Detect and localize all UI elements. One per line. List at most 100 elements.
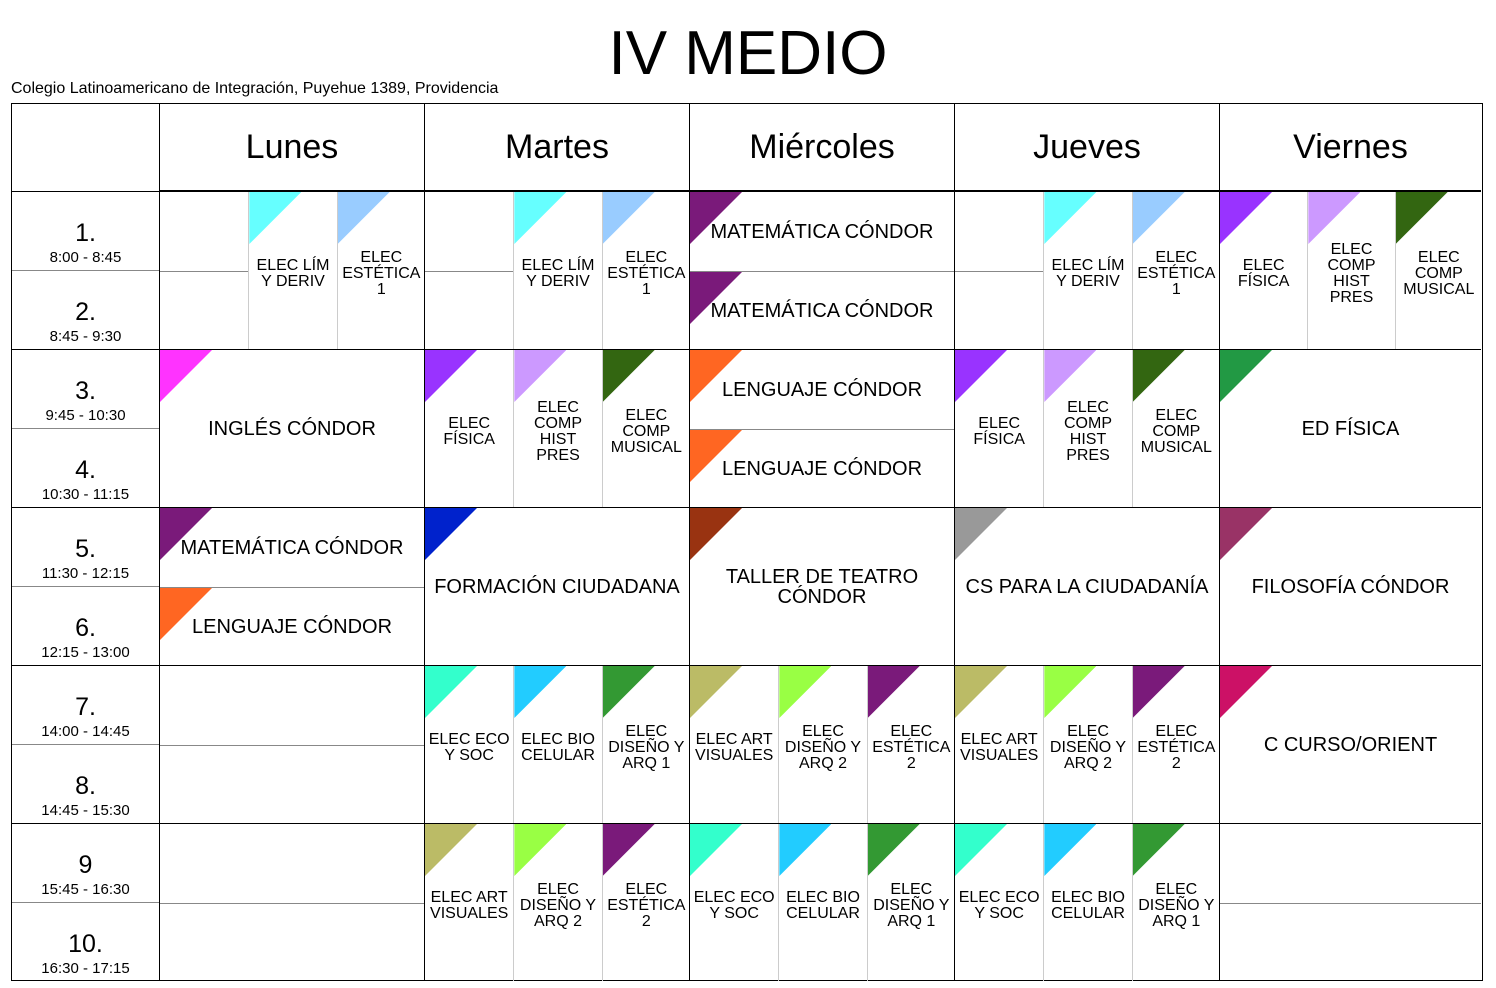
period-time: 15:45 - 16:30	[41, 881, 130, 898]
color-tag	[1132, 824, 1185, 876]
class-label: ELEC DISEÑO Y ARQ 1	[608, 722, 685, 772]
class-label: ELEC LÍM Y DERIV	[1051, 256, 1125, 290]
class-label: ELEC ECO Y SOC	[693, 888, 775, 922]
slot: ELEC ART VISUALES ELEC DISEÑO Y ARQ 2 ELEC…	[954, 665, 1219, 823]
class-label: ELEC COMP HIST PRES	[533, 398, 582, 464]
class-cell: ELEC LÍM Y DERIV	[1043, 192, 1131, 349]
color-tag	[1044, 666, 1097, 718]
class-cell: FILOSOFÍA CÓNDOR	[1220, 508, 1481, 665]
class-cell: MATEMÁTICA CÓNDOR	[690, 271, 954, 350]
timetable: 1. 8:00 - 8:45 2. 8:45 - 9:30 3. 9:45 - 10:30…	[11, 103, 1483, 981]
class-label: ELEC COMP MUSICAL	[610, 406, 682, 456]
class-cell: ELEC BIO CELULAR	[778, 824, 866, 981]
period-time: 10:30 - 11:15	[41, 486, 130, 503]
class-cell: ELEC ECO Y SOC	[690, 824, 778, 981]
class-label: MATEMÁTICA CÓNDOR	[180, 536, 404, 559]
color-tag	[779, 824, 832, 876]
class-cell: ELEC DISEÑO Y ARQ 1	[866, 824, 955, 981]
class-cell: ELEC DISEÑO Y ARQ 1	[601, 666, 690, 823]
day-header: Viernes	[1219, 104, 1481, 191]
slot: LENGUAJE CÓNDOR LENGUAJE CÓNDOR	[689, 349, 954, 507]
class-cell: ELEC BIO CELULAR	[513, 666, 601, 823]
period-number: 5.	[75, 535, 96, 563]
class-cell: INGLÉS CÓNDOR	[160, 350, 424, 507]
class-label: ELEC ART VISUALES	[695, 730, 774, 764]
period: 9 15:45 - 16:30	[12, 823, 159, 902]
color-tag	[602, 824, 655, 876]
class-cell: ELEC FÍSICA	[955, 350, 1043, 507]
class-label: LENGUAJE CÓNDOR	[721, 378, 923, 401]
class-label: ELEC ART VISUALES	[430, 888, 509, 922]
class-label: ELEC COMP MUSICAL	[1403, 248, 1475, 298]
class-cell: ELEC COMP MUSICAL	[1394, 192, 1482, 349]
class-cell	[1220, 824, 1481, 903]
color-tag	[1132, 666, 1185, 718]
title: IV MEDIO	[608, 19, 888, 88]
day-header: Miércoles	[689, 104, 954, 191]
period-number: 10.	[68, 930, 103, 958]
color-tag	[955, 350, 1007, 402]
class-label: ELEC ESTÉTICA 1	[1137, 248, 1216, 298]
color-tag	[1220, 350, 1272, 402]
class-cell: ELEC FÍSICA	[425, 350, 513, 507]
color-tag	[1132, 350, 1185, 402]
color-tag	[955, 824, 1007, 876]
color-tag	[425, 350, 477, 402]
class-label: ELEC ART VISUALES	[960, 730, 1039, 764]
color-tag	[514, 192, 567, 244]
class-label: ELEC FÍSICA	[973, 414, 1025, 448]
class-cell	[160, 824, 424, 903]
color-tag	[955, 508, 1007, 560]
class-cell	[425, 192, 514, 349]
slot: ED FÍSICA	[1219, 349, 1481, 507]
class-cell: ELEC ESTÉTICA 1	[336, 192, 425, 349]
class-cell: ELEC ESTÉTICA 1	[1131, 192, 1220, 349]
slot: ELEC ECO Y SOC ELEC BIO CELULAR ELEC DISEÑ…	[689, 823, 954, 981]
class-label: C CURSO/ORIENT	[1263, 733, 1438, 756]
class-cell: TALLER DE TEATRO CÓNDOR	[690, 508, 954, 665]
class-label: ELEC BIO CELULAR	[521, 730, 595, 764]
class-label: ELEC DISEÑO Y ARQ 1	[873, 880, 950, 930]
period-time: 12:15 - 13:00	[41, 644, 130, 661]
class-cell: ELEC ART VISUALES	[425, 824, 513, 981]
color-tag	[1220, 508, 1272, 560]
class-label: ELEC DISEÑO Y ARQ 2	[784, 722, 862, 772]
corner	[12, 104, 159, 191]
class-cell: ELEC ART VISUALES	[955, 666, 1043, 823]
class-cell: ELEC DISEÑO Y ARQ 1	[1131, 824, 1220, 981]
class-cell: ELEC FÍSICA	[1220, 192, 1307, 349]
color-tag	[1044, 824, 1097, 876]
color-tag	[779, 666, 832, 718]
class-label: ELEC ESTÉTICA 1	[607, 248, 686, 298]
slot: ELEC LÍM Y DERIV ELEC ESTÉTICA 1	[424, 191, 689, 349]
class-cell: MATEMÁTICA CÓNDOR	[690, 192, 954, 271]
period-time: 11:30 - 12:15	[41, 565, 130, 582]
period-number: 1.	[75, 219, 96, 247]
color-tag	[160, 350, 212, 402]
class-cell: FORMACIÓN CIUDADANA	[425, 508, 689, 665]
period-time: 9:45 - 10:30	[45, 407, 126, 424]
divider	[425, 271, 514, 272]
slot: ELEC ART VISUALES ELEC DISEÑO Y ARQ 2 ELEC…	[424, 823, 689, 981]
slot: ELEC LÍM Y DERIV ELEC ESTÉTICA 1	[159, 191, 424, 349]
color-tag	[690, 508, 742, 560]
color-tag	[1044, 350, 1097, 402]
slot: MATEMÁTICA CÓNDOR MATEMÁTICA CÓNDOR	[689, 191, 954, 349]
slot: MATEMÁTICA CÓNDOR LENGUAJE CÓNDOR	[159, 507, 424, 665]
class-label: ELEC COMP HIST PRES	[1063, 398, 1112, 464]
day-header: Lunes	[159, 104, 424, 191]
class-label: ELEC DISEÑO Y ARQ 1	[1138, 880, 1215, 930]
class-cell: ELEC ECO Y SOC	[425, 666, 513, 823]
class-label: ELEC DISEÑO Y ARQ 2	[1049, 722, 1127, 772]
class-label: LENGUAJE CÓNDOR	[191, 616, 393, 638]
period-time: 8:45 - 9:30	[49, 328, 122, 345]
class-cell	[160, 666, 424, 745]
class-cell	[160, 192, 249, 349]
class-cell: ELEC DISEÑO Y ARQ 2	[1043, 666, 1131, 823]
class-label: FORMACIÓN CIUDADANA	[434, 575, 680, 598]
class-label: ELEC ECO Y SOC	[958, 888, 1040, 922]
class-label: ELEC ECO Y SOC	[428, 730, 510, 764]
class-label: INGLÉS CÓNDOR	[208, 417, 376, 440]
class-cell: ELEC DISEÑO Y ARQ 2	[513, 824, 601, 981]
class-cell: MATEMÁTICA CÓNDOR	[160, 508, 424, 587]
